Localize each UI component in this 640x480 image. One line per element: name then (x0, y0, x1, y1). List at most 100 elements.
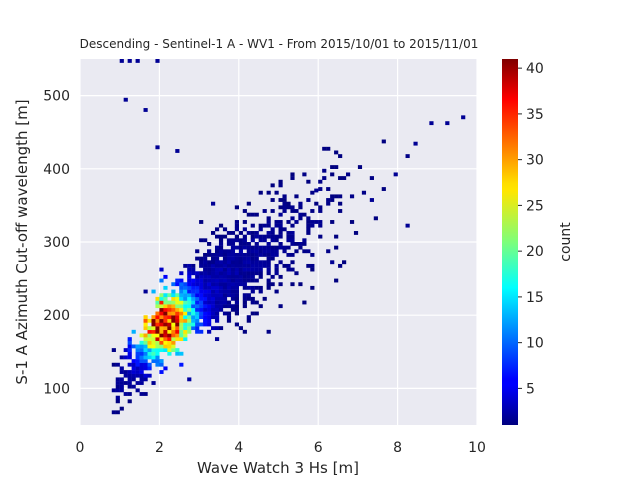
heatmap-cell (139, 377, 144, 382)
heatmap-cell (211, 300, 216, 305)
heatmap-cell (187, 282, 192, 287)
heatmap-cell (159, 359, 164, 363)
heatmap-cell (242, 234, 247, 239)
heatmap-cell (123, 381, 128, 385)
heatmap-cell (266, 242, 271, 246)
heatmap-cell (222, 227, 228, 232)
heatmap-cell (163, 326, 168, 331)
heatmap-cell (159, 340, 164, 345)
heatmap-cell (254, 278, 259, 283)
heatmap-cell (262, 209, 267, 213)
heatmap-cell (187, 278, 192, 283)
heatmap-cell (163, 318, 168, 323)
heatmap-cell (187, 322, 192, 327)
heatmap-cell (250, 223, 255, 228)
heatmap-cell (234, 322, 239, 327)
heatmap-cell (234, 256, 239, 261)
heatmap-cell (143, 366, 148, 371)
heatmap-cell (151, 289, 156, 294)
heatmap-cell (167, 329, 172, 334)
heatmap-cell (111, 410, 116, 415)
heatmap-cell (147, 318, 152, 323)
heatmap-cell (298, 282, 303, 287)
heatmap-cell (218, 289, 224, 294)
heatmap-cell (258, 260, 263, 265)
heatmap-cell (167, 318, 172, 323)
heatmap-cell (123, 355, 128, 360)
heatmap-cell (242, 329, 247, 334)
heatmap-cell (207, 289, 212, 294)
heatmap-cell (286, 231, 291, 235)
heatmap-cell (318, 187, 323, 191)
heatmap-cell (127, 381, 132, 385)
heatmap-cell (123, 97, 128, 102)
heatmap-cell (258, 245, 263, 250)
heatmap-cell (290, 209, 295, 213)
heatmap-cell (163, 274, 168, 279)
heatmap-cell (226, 282, 232, 287)
heatmap-cell (218, 300, 224, 305)
heatmap-cell (214, 311, 220, 316)
heatmap-cell (250, 311, 255, 316)
heatmap-cell (230, 238, 236, 243)
heatmap-cell (111, 348, 116, 352)
heatmap-cell (175, 293, 180, 298)
y-tick-label: 100 (43, 381, 70, 397)
heatmap-cell (230, 307, 236, 312)
heatmap-cell (334, 150, 339, 155)
heatmap-cell (318, 205, 323, 210)
heatmap-cell (234, 267, 239, 272)
heatmap-cell (238, 282, 243, 287)
heatmap-cell (230, 267, 236, 272)
heatmap-cell (278, 234, 283, 239)
heatmap-cell (131, 359, 136, 363)
heatmap-cell (143, 377, 148, 382)
heatmap-cell (405, 223, 410, 228)
heatmap-cell (179, 318, 184, 323)
heatmap-cell (234, 260, 239, 265)
heatmap-cell (171, 315, 176, 320)
heatmap-cell (155, 333, 160, 338)
heatmap-cell (171, 348, 176, 352)
heatmap-cell (226, 304, 232, 309)
heatmap-cell (222, 282, 228, 287)
heatmap-cell (171, 340, 176, 345)
heatmap-cell (175, 326, 180, 331)
heatmap-cell (270, 274, 275, 279)
heatmap-cell (242, 256, 247, 261)
heatmap-cell (155, 318, 160, 323)
heatmap-cell (222, 289, 228, 294)
heatmap-cell (234, 263, 239, 268)
heatmap-cell (147, 366, 152, 371)
heatmap-cell (258, 285, 263, 290)
heatmap-cell (163, 315, 168, 320)
heatmap-cell (199, 220, 204, 224)
heatmap-cell (143, 289, 148, 294)
heatmap-cell (151, 337, 156, 342)
heatmap-cell (254, 260, 259, 265)
heatmap-cell (127, 399, 132, 404)
heatmap-cell (274, 289, 279, 294)
heatmap-cell (127, 340, 132, 345)
heatmap-cell (179, 326, 184, 331)
heatmap-cell (203, 267, 208, 272)
heatmap-cell (302, 249, 307, 254)
heatmap-cell (171, 300, 176, 305)
heatmap-cell (175, 351, 180, 356)
heatmap-cell (159, 311, 164, 316)
heatmap-cell (195, 274, 200, 279)
heatmap-cell (266, 190, 271, 195)
heatmap-cell (203, 238, 208, 243)
y-tick-label: 400 (43, 162, 70, 178)
heatmap-cell (159, 322, 164, 327)
heatmap-cell (246, 315, 251, 320)
heatmap-cell (191, 267, 196, 272)
heatmap-cell (163, 307, 168, 312)
heatmap-cell (115, 395, 120, 400)
heatmap-cell (175, 307, 180, 312)
heatmap-cell (175, 348, 180, 352)
heatmap-cell (294, 271, 299, 276)
heatmap-cell (187, 274, 192, 279)
heatmap-cell (195, 282, 200, 287)
heatmap-cell (278, 304, 283, 309)
